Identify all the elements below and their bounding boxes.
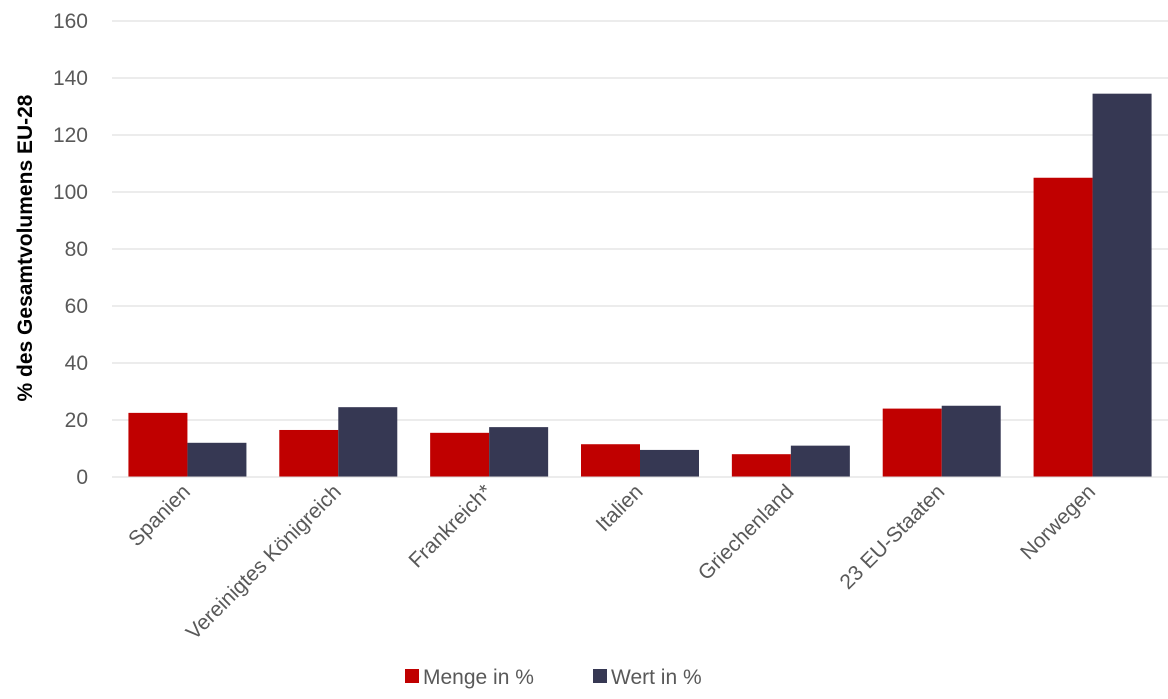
x-category-label: Frankreich* bbox=[404, 480, 496, 572]
x-category-label: 23 EU-Staaten bbox=[836, 480, 950, 594]
bar-menge bbox=[128, 412, 188, 477]
bar-wert bbox=[640, 449, 699, 477]
bar-wert bbox=[489, 427, 549, 477]
y-tick-label: 0 bbox=[76, 466, 88, 489]
bar-wert bbox=[187, 442, 247, 477]
legend-swatch bbox=[405, 669, 419, 683]
legend-label: Wert in % bbox=[611, 666, 702, 689]
bars bbox=[128, 93, 1152, 478]
legend: Menge in % Wert in % bbox=[405, 666, 702, 689]
y-tick-label: 20 bbox=[65, 409, 88, 432]
x-category-label: Spanien bbox=[124, 480, 195, 551]
y-tick-label: 80 bbox=[65, 238, 88, 261]
x-category-label: Norwegen bbox=[1016, 480, 1100, 564]
x-category-label: Griechenland bbox=[694, 480, 799, 585]
y-axis-ticks: 0 20 40 60 80 100 120 140 160 bbox=[53, 10, 88, 489]
bar-wert bbox=[941, 405, 1001, 477]
x-category-label: Italien bbox=[592, 480, 648, 536]
bar-wert bbox=[1092, 93, 1152, 478]
y-tick-label: 120 bbox=[53, 124, 88, 147]
y-axis-label: % des Gesamtvolumens EU-28 bbox=[14, 94, 37, 401]
bar-menge bbox=[1033, 177, 1093, 477]
legend-swatch bbox=[593, 669, 607, 683]
bar-menge bbox=[430, 432, 490, 477]
bar-wert bbox=[338, 407, 398, 477]
y-tick-label: 100 bbox=[53, 181, 88, 204]
gridlines bbox=[112, 20, 1168, 421]
bar-menge bbox=[581, 444, 640, 477]
y-tick-label: 60 bbox=[65, 295, 88, 318]
bar-menge bbox=[882, 408, 942, 477]
legend-label: Menge in % bbox=[423, 666, 534, 689]
bar-menge bbox=[731, 454, 791, 477]
y-tick-label: 140 bbox=[53, 67, 88, 90]
x-category-label: Vereinigtes Königreich bbox=[182, 480, 346, 644]
y-tick-label: 40 bbox=[65, 352, 88, 375]
y-tick-label: 160 bbox=[53, 10, 88, 33]
bar-menge bbox=[279, 429, 339, 477]
bar-wert bbox=[790, 445, 850, 477]
